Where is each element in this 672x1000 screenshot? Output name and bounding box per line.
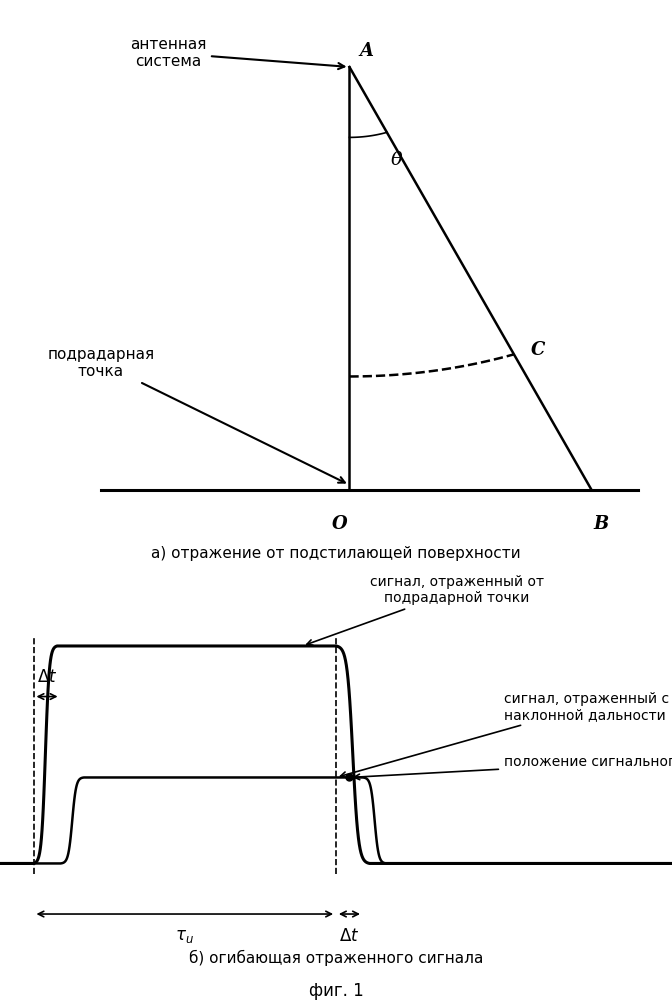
Text: B: B: [594, 515, 609, 533]
Text: C: C: [531, 341, 545, 359]
Text: сигнал, отраженный от
подрадарной точки: сигнал, отраженный от подрадарной точки: [306, 575, 544, 645]
Text: θ: θ: [390, 151, 403, 169]
Text: положение сигнального сечения: положение сигнального сечения: [354, 755, 672, 780]
Text: A: A: [360, 42, 374, 60]
Text: $\tau_u$: $\tau_u$: [175, 927, 194, 945]
Text: антенная
система: антенная система: [130, 37, 344, 69]
Text: $\Delta t$: $\Delta t$: [37, 668, 57, 686]
Text: O: O: [331, 515, 347, 533]
Text: фиг. 1: фиг. 1: [308, 982, 364, 1000]
Text: сигнал, отраженный с
наклонной дальности: сигнал, отраженный с наклонной дальности: [341, 692, 669, 777]
Text: $\Delta t$: $\Delta t$: [339, 927, 360, 945]
Text: подрадарная
точка: подрадарная точка: [47, 347, 345, 483]
Text: б) огибающая отраженного сигнала: б) огибающая отраженного сигнала: [189, 949, 483, 966]
Text: а) отражение от подстилающей поверхности: а) отражение от подстилающей поверхности: [151, 546, 521, 561]
